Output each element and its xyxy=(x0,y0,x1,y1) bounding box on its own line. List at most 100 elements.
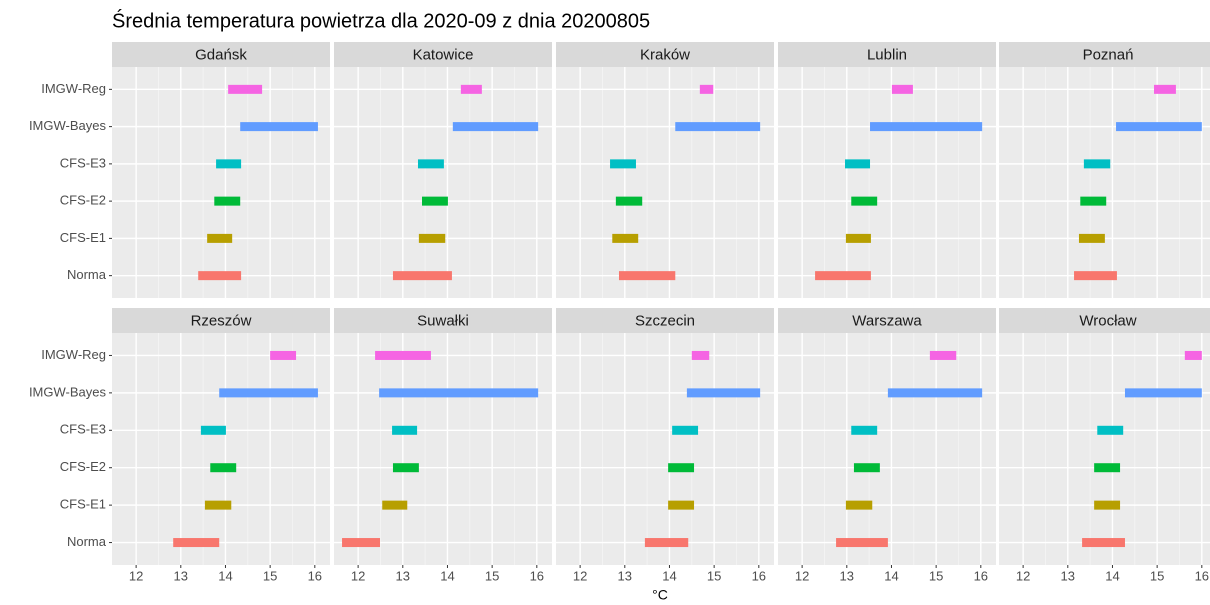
x-tick-label: 16 xyxy=(530,568,544,583)
x-tick-label: 14 xyxy=(218,568,232,583)
panel-bg xyxy=(334,333,552,565)
x-tick-label: 15 xyxy=(263,568,277,583)
strip xyxy=(112,42,330,67)
panel-bg xyxy=(556,333,774,565)
x-tick-label: 13 xyxy=(174,568,188,583)
range-bar xyxy=(198,271,242,281)
range-bar xyxy=(612,233,639,243)
range-bar xyxy=(815,271,871,281)
range-bar xyxy=(853,463,880,473)
range-bar xyxy=(228,84,263,94)
y-tick-label: CFS-E2 xyxy=(60,193,106,208)
range-bar xyxy=(891,84,913,94)
range-bar xyxy=(668,500,695,510)
panel-bg xyxy=(112,333,330,565)
y-tick-label: IMGW-Reg xyxy=(41,347,106,362)
range-bar xyxy=(675,122,761,132)
range-bar xyxy=(204,500,232,510)
panel-title: Szczecin xyxy=(635,312,695,329)
chart-title: Średnia temperatura powietrza dla 2020-0… xyxy=(112,8,650,32)
panel-title: Gdańsk xyxy=(195,46,247,63)
range-bar xyxy=(1154,84,1176,94)
strip xyxy=(556,308,774,333)
range-bar xyxy=(851,425,878,435)
x-axis-label: °C xyxy=(652,587,668,603)
x-tick-label: 15 xyxy=(929,568,943,583)
range-bar xyxy=(1116,122,1202,132)
range-bar xyxy=(836,538,888,548)
y-tick-label: IMGW-Reg xyxy=(41,81,106,96)
x-tick-label: 12 xyxy=(351,568,365,583)
panel-bg xyxy=(112,67,330,298)
x-tick-label: 16 xyxy=(1195,568,1209,583)
range-bar xyxy=(644,538,689,548)
range-bar xyxy=(422,196,448,206)
panel-title: Kraków xyxy=(640,46,690,63)
range-bar xyxy=(216,159,242,169)
x-tick-label: 13 xyxy=(396,568,410,583)
y-tick-label: IMGW-Bayes xyxy=(29,118,107,133)
panel-title: Poznań xyxy=(1083,46,1134,63)
range-bar xyxy=(929,350,957,360)
strip xyxy=(999,308,1210,333)
range-bar xyxy=(1097,425,1124,435)
panel-bg xyxy=(778,333,996,565)
range-bar xyxy=(1094,463,1121,473)
panel-title: Rzeszów xyxy=(191,312,252,329)
panel-title: Wrocław xyxy=(1079,312,1136,329)
range-bar xyxy=(375,350,431,360)
strip xyxy=(999,42,1210,67)
panel-bg xyxy=(999,333,1210,565)
range-bar xyxy=(870,122,983,132)
range-bar xyxy=(200,425,226,435)
x-tick-label: 14 xyxy=(1105,568,1119,583)
x-tick-label: 16 xyxy=(308,568,322,583)
x-tick-label: 13 xyxy=(618,568,632,583)
strip xyxy=(778,42,996,67)
strip xyxy=(556,42,774,67)
range-bar xyxy=(1083,159,1111,169)
range-bar xyxy=(1082,538,1125,548)
range-bar xyxy=(845,500,873,510)
x-tick-label: 14 xyxy=(662,568,676,583)
range-bar xyxy=(672,425,699,435)
range-bar xyxy=(452,122,539,132)
range-bar xyxy=(214,196,241,206)
y-tick-label: Norma xyxy=(67,534,107,549)
y-tick-label: CFS-E1 xyxy=(60,497,106,512)
panel-bg xyxy=(556,67,774,298)
x-tick-label: 12 xyxy=(573,568,587,583)
x-tick-label: 16 xyxy=(974,568,988,583)
range-bar xyxy=(851,196,878,206)
range-bar xyxy=(342,538,381,548)
range-bar xyxy=(1074,271,1117,281)
range-bar xyxy=(219,388,318,398)
panel-title: Lublin xyxy=(867,46,907,63)
strip xyxy=(112,308,330,333)
range-bar xyxy=(392,425,418,435)
range-bar xyxy=(618,271,676,281)
range-bar xyxy=(173,538,220,548)
x-tick-label: 13 xyxy=(840,568,854,583)
range-bar xyxy=(615,196,643,206)
y-tick-label: Norma xyxy=(67,267,107,282)
panel-bg xyxy=(334,67,552,298)
y-tick-label: CFS-E2 xyxy=(60,459,106,474)
y-tick-label: CFS-E1 xyxy=(60,230,106,245)
strip xyxy=(334,42,552,67)
strip xyxy=(334,308,552,333)
range-bar xyxy=(845,159,871,169)
range-bar xyxy=(207,233,233,243)
range-bar xyxy=(240,122,318,132)
panel-bg xyxy=(778,67,996,298)
y-tick-label: IMGW-Bayes xyxy=(29,384,107,399)
range-bar xyxy=(460,84,482,94)
range-bar xyxy=(270,350,297,360)
strip xyxy=(778,308,996,333)
x-tick-label: 12 xyxy=(1016,568,1030,583)
panel-title: Warszawa xyxy=(852,312,922,329)
y-tick-label: CFS-E3 xyxy=(60,422,106,437)
range-bar xyxy=(417,159,444,169)
range-bar xyxy=(1080,196,1107,206)
